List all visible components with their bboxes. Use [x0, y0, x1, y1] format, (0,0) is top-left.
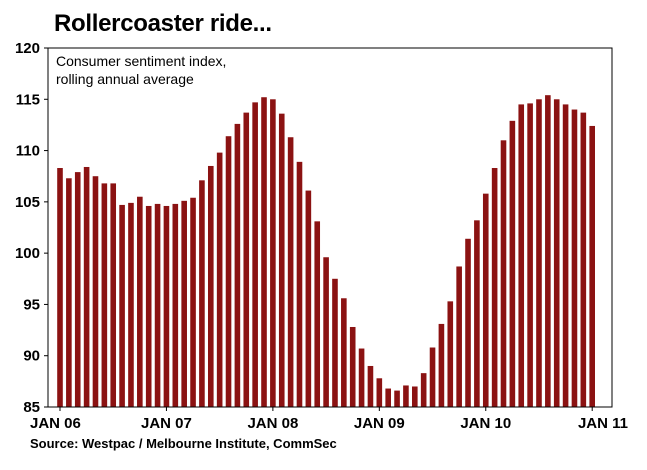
- bar: [349, 326, 356, 407]
- bar: [137, 196, 143, 407]
- bar: [216, 152, 223, 407]
- y-tick-label: 90: [23, 348, 40, 365]
- bar: [385, 388, 391, 407]
- y-tick-label: 115: [16, 91, 40, 108]
- bar: [456, 266, 462, 407]
- bar: [412, 386, 418, 407]
- bar: [394, 390, 400, 407]
- bar: [465, 238, 471, 407]
- bar: [66, 178, 72, 407]
- bar: [225, 136, 232, 407]
- bar: [571, 109, 578, 407]
- bar: [589, 125, 595, 407]
- bar: [296, 161, 303, 407]
- x-tick-label: JAN 07: [141, 415, 192, 432]
- bar: [287, 137, 294, 408]
- y-tick-label: 95: [23, 296, 40, 313]
- bar: [553, 99, 560, 407]
- bar: [367, 365, 374, 407]
- bar: [190, 197, 196, 407]
- y-tick-label: 105: [15, 194, 40, 211]
- bar: [580, 112, 587, 408]
- bars-group: [57, 95, 595, 408]
- bar: [128, 202, 134, 407]
- chart-title: Rollercoaster ride...: [54, 10, 272, 37]
- y-axis: 85 90 95 100 105 110 115 120: [15, 40, 48, 416]
- y-tick-label: 85: [23, 399, 40, 416]
- bar: [420, 373, 427, 407]
- bar: [101, 183, 108, 407]
- bar: [252, 102, 258, 408]
- subtitle-line-2: rolling annual average: [56, 71, 194, 87]
- plot-frame: [47, 47, 613, 408]
- bar: [261, 97, 267, 407]
- y-tick-label: 110: [16, 143, 40, 160]
- bar: [482, 193, 489, 407]
- subtitle-line-1: Consumer sentiment index,: [56, 53, 226, 69]
- bar: [527, 103, 533, 407]
- x-tick-label: JAN 10: [460, 415, 511, 432]
- bar: [562, 104, 569, 407]
- bar: [145, 205, 152, 407]
- bar: [199, 180, 205, 407]
- bar: [314, 221, 321, 407]
- bar: [341, 298, 347, 407]
- bar: [403, 385, 409, 407]
- bar: [181, 200, 187, 407]
- bar: [429, 347, 436, 407]
- bar: [278, 113, 285, 408]
- bar: [358, 348, 365, 407]
- bar: [536, 99, 542, 407]
- bar: [447, 301, 454, 407]
- bar: [243, 112, 250, 408]
- bar: [305, 190, 312, 407]
- bar: [491, 168, 498, 407]
- bar: [163, 205, 170, 407]
- bar: [323, 257, 329, 407]
- bar: [234, 123, 241, 408]
- bar: [74, 172, 81, 407]
- x-tick-label: JAN 06: [30, 415, 81, 432]
- bar: [110, 183, 117, 407]
- bar: [154, 203, 161, 407]
- source-note: Source: Westpac / Melbourne Institute, C…: [30, 436, 337, 451]
- bar: [376, 378, 383, 407]
- bar: [207, 165, 214, 407]
- bar: [545, 95, 551, 408]
- x-axis: JAN 06 JAN 07 JAN 08 JAN 09 JAN 10 JAN 11: [30, 407, 628, 432]
- bar: [119, 204, 125, 407]
- bar: [92, 176, 99, 407]
- bar: [500, 140, 507, 407]
- x-tick-label: JAN 11: [578, 415, 628, 432]
- y-tick-label: 100: [15, 245, 40, 262]
- bar: [83, 166, 90, 407]
- bar: [270, 99, 276, 407]
- x-tick-label: JAN 08: [247, 415, 298, 432]
- bar: [332, 278, 338, 407]
- bar: [172, 203, 179, 407]
- bar: [518, 104, 525, 407]
- bar: [57, 168, 63, 407]
- bar: [438, 323, 445, 407]
- y-tick-label: 120: [15, 40, 40, 57]
- bar: [474, 220, 480, 407]
- x-tick-label: JAN 09: [354, 415, 405, 432]
- bar: [509, 120, 516, 407]
